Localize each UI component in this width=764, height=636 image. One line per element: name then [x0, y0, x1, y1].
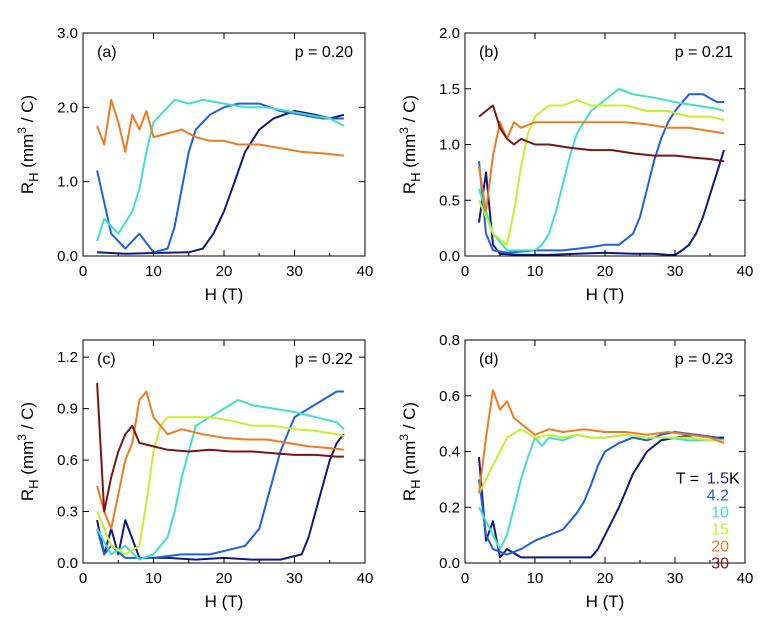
series-line-4-2	[478, 431, 725, 556]
panel-b: 0 10 20 30 40 0.0 0.5 1.0 1.5 2.0 H (T) RH (mm3 / C…	[397, 25, 753, 304]
y-axis-title: RH (mm3 / C)	[15, 95, 41, 194]
series-line-10	[478, 433, 724, 551]
y-tick-label: 2.0	[439, 25, 460, 42]
series-line-4-2-K	[96, 390, 344, 559]
panel-label: (d)	[479, 351, 499, 368]
y-tick-label: 0.0	[57, 555, 78, 572]
y-tick-label: 0.6	[57, 452, 78, 469]
x-tick-label: 10	[145, 263, 162, 280]
x-tick-label: 0	[79, 263, 87, 280]
x-tick-label: 20	[216, 263, 233, 280]
series-line-20-K	[96, 390, 345, 530]
panel-annotation: p = 0.22	[295, 351, 353, 368]
x-tick-label: 10	[145, 570, 162, 587]
x-tick-label: 0	[79, 570, 87, 587]
series-line-4-2-K	[478, 93, 724, 254]
y-tick-label: 1.0	[439, 137, 460, 154]
series-line-10-K	[96, 98, 345, 242]
panel-c: 0 10 20 30 40 0.0 0.3 0.6 0.9 1.2 H (T) RH (mm3 / C…	[15, 339, 374, 611]
y-tick-label: 1.2	[57, 349, 78, 366]
panel-label: (a)	[97, 44, 117, 61]
series-line-15-K	[478, 98, 725, 246]
legend-unit: K	[729, 471, 740, 488]
x-tick-label: 10	[527, 263, 544, 280]
y-tick-label: 0.0	[57, 248, 78, 265]
legend-entry: 4.2	[707, 488, 729, 505]
y-tick-label: 0.2	[439, 499, 460, 516]
series-line-15-K	[96, 416, 345, 556]
y-tick-label: 0.0	[439, 248, 460, 265]
series-line-30-K	[478, 104, 725, 163]
x-tick-label: 40	[737, 263, 754, 280]
legend-entry: 15	[711, 522, 729, 539]
x-tick-label: 40	[357, 570, 374, 587]
legend-entry: 30	[711, 556, 729, 573]
x-tick-label: 20	[597, 263, 614, 280]
series-line-1-5-K	[96, 433, 345, 561]
series-line-1-5	[478, 433, 724, 559]
legend-title: T =	[676, 471, 699, 488]
series-line-30-K	[96, 382, 344, 513]
y-tick-label: 1.0	[57, 174, 78, 191]
x-axis-title: H (T)	[205, 592, 244, 611]
panel-annotation: p = 0.23	[675, 351, 733, 368]
panel-annotation: p = 0.21	[675, 44, 733, 61]
legend-entry: 20	[711, 539, 729, 556]
y-tick-label: 0.9	[57, 401, 78, 418]
x-tick-label: 0	[461, 570, 469, 587]
y-axis-title: RH (mm3 / C)	[397, 402, 423, 501]
y-tick-label: 0.3	[57, 504, 78, 521]
y-tick-label: 1.5	[439, 81, 460, 98]
y-tick-label: 0.4	[439, 444, 460, 461]
x-tick-label: 30	[667, 570, 684, 587]
y-tick-label: 0.8	[439, 332, 460, 349]
panel-d: 0 10 20 30 400.00.20.40.60.8H (T)RH (mm3 / C…	[397, 332, 753, 611]
x-tick-label: 40	[737, 570, 754, 587]
series-line-10-K	[96, 399, 345, 561]
series-line-15	[478, 428, 724, 494]
series-line-20-K	[478, 121, 725, 213]
x-tick-label: 0	[461, 263, 469, 280]
series-line-10-K	[478, 87, 725, 252]
x-tick-label: 30	[667, 263, 684, 280]
panel-annotation: p = 0.20	[295, 44, 353, 61]
x-tick-label: 30	[286, 570, 303, 587]
series-line-1-5-K	[97, 110, 345, 255]
series-line-4-2-K	[96, 102, 344, 254]
y-axis-title: RH (mm3 / C)	[15, 402, 41, 501]
x-axis-title: H (T)	[205, 285, 244, 304]
panel-label: (b)	[479, 44, 499, 61]
y-tick-label: 3.0	[57, 25, 78, 42]
x-axis-title: H (T)	[586, 592, 625, 611]
x-tick-label: 40	[357, 263, 374, 280]
y-tick-label: 0.0	[439, 555, 460, 572]
panel-label: (c)	[97, 351, 116, 368]
x-tick-label: 10	[527, 570, 544, 587]
y-tick-label: 2.0	[57, 99, 78, 116]
series-line-20-K	[96, 98, 345, 157]
x-axis-title: H (T)	[586, 285, 625, 304]
y-axis-title: RH (mm3 / C)	[397, 95, 423, 194]
series-line-20	[478, 389, 725, 494]
x-tick-label: 20	[216, 570, 233, 587]
plot-frame	[464, 32, 746, 257]
panel-a: 0 10 20 30 40 0.0 1.0 2.0 3.0 H (T) RH (mm3 / C) (a…	[15, 25, 373, 304]
x-tick-label: 20	[597, 570, 614, 587]
legend-entry: 1.5	[707, 471, 729, 488]
y-tick-label: 0.6	[439, 388, 460, 405]
y-tick-label: 0.5	[439, 192, 460, 209]
x-tick-label: 30	[286, 263, 303, 280]
legend-entry: 10	[711, 505, 729, 522]
